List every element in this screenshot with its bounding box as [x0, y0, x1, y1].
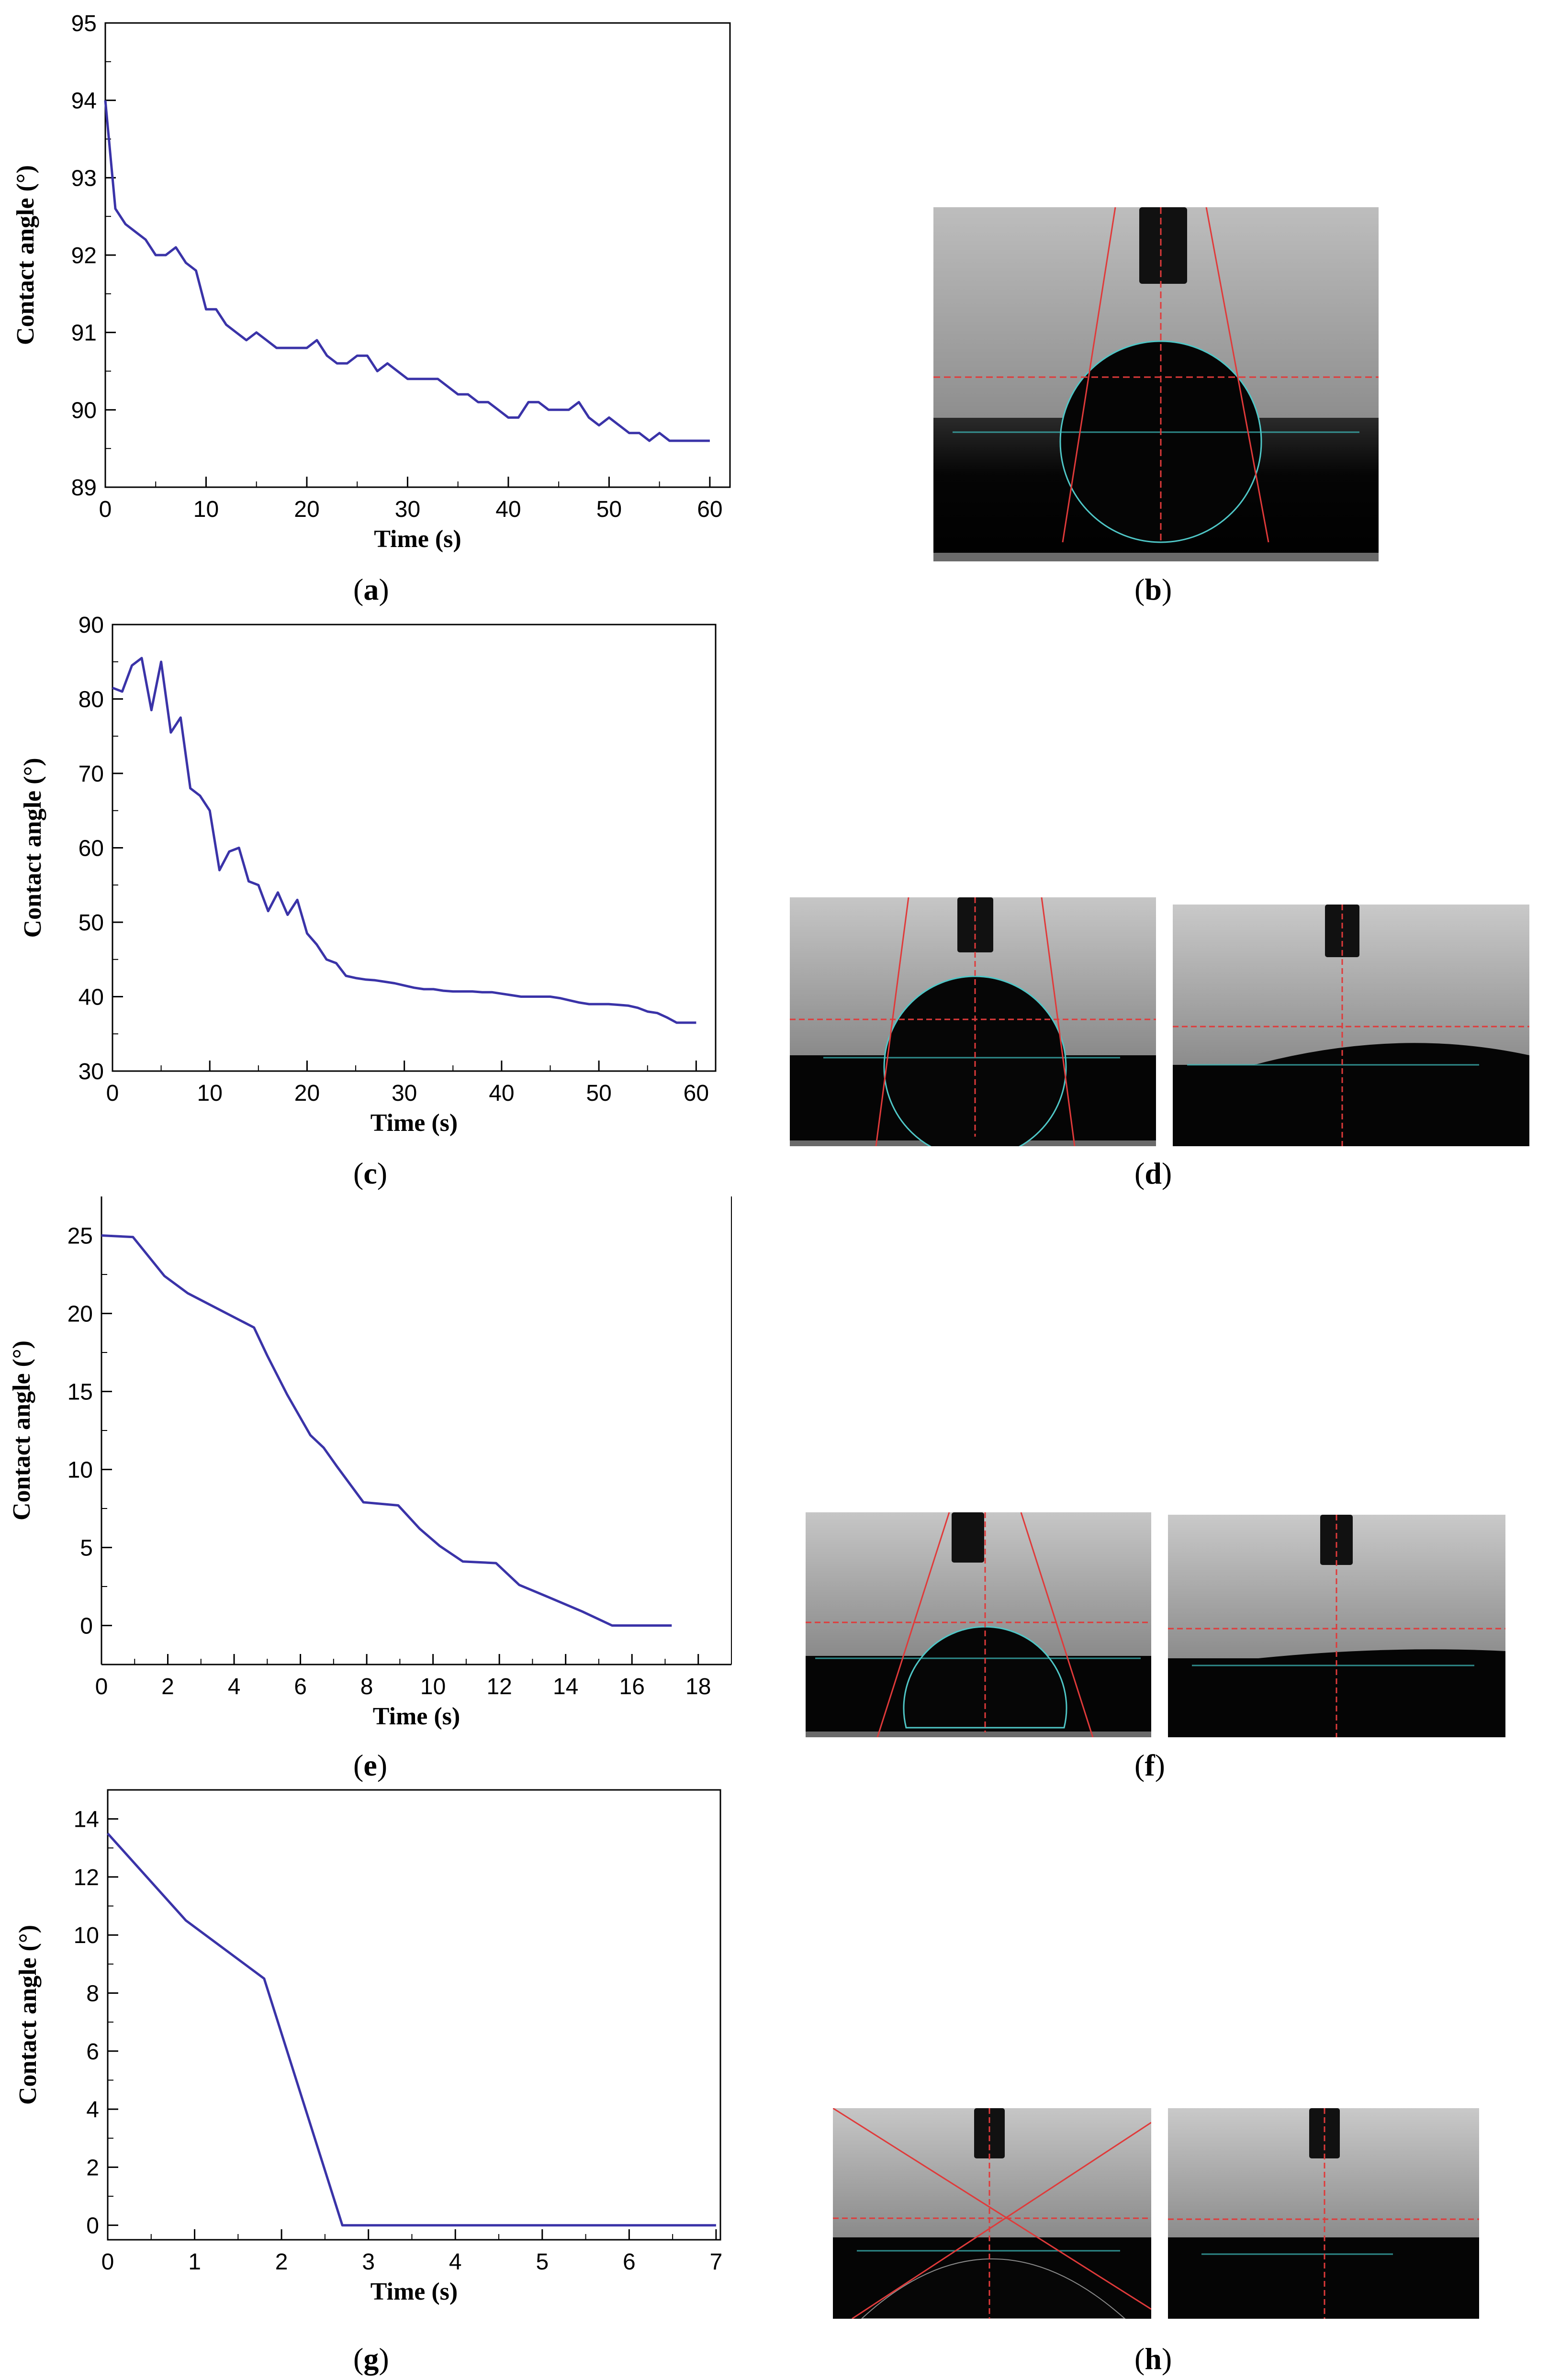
x-tick-label-c: 40 [489, 1081, 514, 1106]
panel-label-f: (f) [1134, 1748, 1165, 1782]
x-axis-title-c: Time (s) [370, 1109, 458, 1137]
plot-frame-a [104, 22, 731, 488]
droplet-photo-h-right [1168, 2108, 1479, 2319]
x-tick-label-c: 20 [294, 1081, 320, 1106]
x-axis-title-e: Time (s) [373, 1703, 460, 1730]
y-axis-title-c: Contact angle (°) [19, 758, 46, 938]
y-tick-label-a: 89 [71, 475, 97, 501]
series-line-a-0 [104, 100, 710, 442]
y-tick-label-a: 95 [71, 11, 97, 36]
panel-label-h: (h) [1134, 2342, 1172, 2376]
x-tick-label-e: 12 [486, 1674, 512, 1699]
y-tick-label-g: 14 [74, 1807, 99, 1832]
x-axis-title-g: Time (s) [370, 2278, 458, 2305]
y-tick-label-g: 2 [86, 2155, 99, 2180]
x-tick-label-e: 14 [553, 1674, 578, 1699]
panel-label-g: (g) [353, 2342, 389, 2376]
y-tick-label-c: 40 [79, 985, 104, 1010]
y-axis-title-g: Contact angle (°) [14, 1925, 42, 2105]
x-tick-label-a: 60 [697, 497, 722, 522]
x-tick-label-g: 1 [188, 2249, 201, 2275]
y-tick-label-e: 25 [67, 1224, 93, 1249]
y-tick-label-g: 12 [74, 1865, 99, 1890]
panel-label-c: (c) [353, 1156, 388, 1190]
x-tick-label-e: 0 [95, 1674, 108, 1699]
droplet-photo-h-left [833, 2108, 1151, 2319]
droplet-photo-f-right [1168, 1515, 1505, 1737]
x-tick-label-g: 2 [275, 2249, 288, 2275]
y-tick-label-e: 5 [80, 1536, 93, 1561]
y-tick-label-c: 90 [79, 613, 104, 638]
y-axis-title-e: Contact angle (°) [8, 1341, 35, 1520]
series-line-c-0 [112, 657, 696, 1024]
y-tick-label-g: 0 [86, 2213, 99, 2239]
x-axis-title-a: Time (s) [374, 525, 461, 553]
y-tick-label-a: 91 [71, 321, 97, 346]
y-tick-label-c: 60 [79, 836, 104, 861]
series-line-g-0 [107, 1832, 716, 2227]
plot-frame-g [107, 1789, 721, 2241]
y-tick-label-e: 0 [80, 1614, 93, 1639]
panel-label-e: (e) [353, 1748, 388, 1782]
panel-label-b: (b) [1134, 572, 1172, 606]
x-tick-label-a: 20 [294, 497, 319, 522]
panel-label-a: (a) [353, 572, 389, 606]
y-tick-label-e: 10 [67, 1458, 93, 1483]
x-tick-label-c: 30 [392, 1081, 417, 1106]
y-tick-label-g: 4 [86, 2097, 99, 2123]
y-tick-label-c: 50 [79, 910, 104, 936]
x-tick-label-e: 4 [228, 1674, 241, 1699]
x-tick-label-c: 60 [684, 1081, 709, 1106]
y-tick-label-e: 20 [67, 1302, 93, 1327]
x-tick-label-e: 10 [420, 1674, 446, 1699]
droplet-photo-d-left [790, 897, 1156, 1146]
x-tick-label-e: 18 [685, 1674, 711, 1699]
series-line-e-0 [101, 1234, 672, 1627]
x-tick-label-g: 3 [362, 2249, 375, 2275]
x-tick-label-c: 50 [586, 1081, 611, 1106]
x-tick-label-g: 4 [449, 2249, 462, 2275]
x-tick-label-g: 0 [101, 2249, 114, 2275]
x-tick-label-c: 0 [106, 1081, 119, 1106]
y-tick-label-g: 6 [86, 2039, 99, 2065]
x-tick-label-e: 8 [360, 1674, 373, 1699]
y-tick-label-g: 10 [74, 1923, 99, 1948]
x-tick-label-a: 0 [99, 497, 112, 522]
y-tick-label-c: 70 [79, 761, 104, 787]
x-tick-label-c: 10 [197, 1081, 223, 1106]
y-tick-label-a: 93 [71, 166, 97, 191]
y-tick-label-c: 30 [79, 1059, 104, 1084]
y-tick-label-c: 80 [79, 687, 104, 713]
x-tick-label-e: 2 [161, 1674, 174, 1699]
y-tick-label-e: 15 [67, 1380, 93, 1405]
x-tick-label-e: 16 [619, 1674, 645, 1699]
droplet-photo-f-left [806, 1512, 1151, 1737]
y-tick-label-g: 8 [86, 1981, 99, 2007]
panel-label-d: (d) [1134, 1156, 1172, 1190]
x-tick-label-a: 30 [395, 497, 420, 522]
y-tick-label-a: 90 [71, 398, 97, 423]
droplet-photo-d-right [1173, 905, 1529, 1146]
x-tick-label-g: 7 [710, 2249, 723, 2275]
droplet-photo-b [933, 207, 1379, 561]
x-tick-label-g: 5 [536, 2249, 549, 2275]
x-tick-label-g: 6 [623, 2249, 636, 2275]
x-tick-label-e: 6 [294, 1674, 307, 1699]
y-tick-label-a: 92 [71, 243, 97, 268]
x-tick-label-a: 50 [596, 497, 622, 522]
x-tick-label-a: 10 [193, 497, 219, 522]
x-tick-label-a: 40 [495, 497, 521, 522]
y-tick-label-a: 94 [71, 89, 97, 114]
y-axis-title-a: Contact angle (°) [12, 165, 39, 345]
plot-frame-c [112, 624, 717, 1072]
